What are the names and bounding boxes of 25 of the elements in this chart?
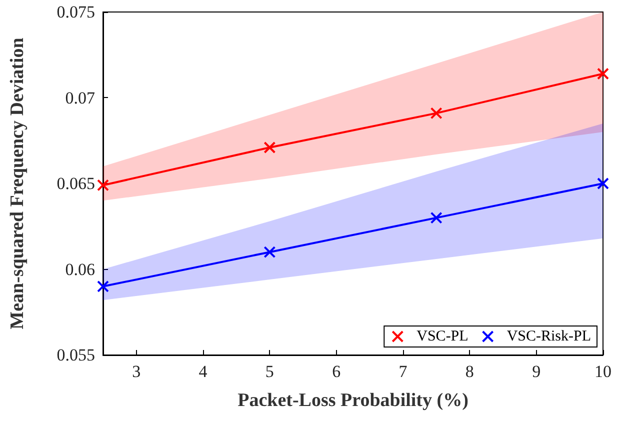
point	[430, 107, 442, 120]
point	[597, 178, 609, 190]
x-tick-label: 9	[532, 362, 541, 381]
point	[97, 280, 109, 292]
legend-label: VSC-Risk-PL	[506, 328, 592, 344]
x-tick-label: 4	[198, 362, 208, 381]
x-tick-label: 8	[465, 362, 474, 381]
y-tick-label: 0.06	[65, 260, 95, 279]
y-axis-title: Mean-squared Frequency Deviation	[7, 37, 28, 330]
point	[597, 68, 609, 80]
point	[264, 141, 276, 154]
y-tick-label: 0.075	[56, 2, 95, 22]
legend-label: VSC-PL	[416, 328, 468, 344]
x-tick-label: 6	[332, 362, 341, 381]
x-tick-label: 7	[398, 362, 408, 381]
x-tick-label: 10	[594, 362, 612, 381]
x-axis-title: Packet-Loss Probability (%)	[238, 390, 468, 411]
point	[264, 246, 276, 258]
point	[430, 212, 442, 224]
y-tick-label: 0.07	[65, 88, 96, 108]
y-tick-label: 0.065	[56, 174, 95, 193]
point	[97, 179, 109, 192]
x-tick-label: 5	[265, 362, 274, 381]
x-tick-label: 3	[132, 362, 141, 381]
y-tick-label: 0.055	[56, 346, 95, 364]
